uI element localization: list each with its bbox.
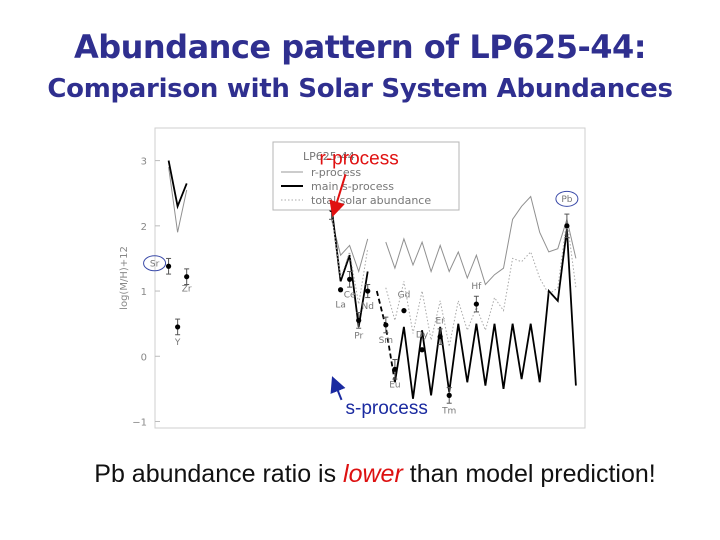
- series-line-main-s-process: [394, 228, 577, 399]
- element-label-sr: Sr: [150, 259, 160, 269]
- data-point-er: [437, 334, 443, 340]
- data-point-pr: [356, 317, 362, 323]
- series-line-total-solar-abundance: [385, 219, 577, 347]
- series-line-main-s-process: [167, 160, 188, 210]
- data-point-nd: [365, 288, 371, 294]
- element-label-la: La: [335, 301, 346, 311]
- caption-text-start: Pb abundance ratio is: [94, 460, 344, 488]
- data-point-gd: [401, 308, 407, 314]
- circled-label-outline: [555, 190, 579, 207]
- legend-entry-r-process: r-process: [311, 166, 361, 179]
- element-label-pb: Pb: [561, 195, 572, 205]
- element-label-zr: Zr: [182, 285, 192, 295]
- data-point-sr: [165, 263, 172, 269]
- series-line-total-solar-abundance: [331, 212, 369, 305]
- legend-title: LP625-44: [303, 150, 355, 163]
- data-point-dy: [419, 347, 425, 353]
- slide-caption: Pb abundance ratio is lower than model p…: [0, 460, 720, 489]
- element-label-er: Er: [435, 317, 445, 327]
- caption-text-end: than model prediction!: [402, 460, 656, 488]
- y-axis-label: log(M/H)+12: [119, 246, 130, 310]
- slide-title: Abundance pattern of LP625-44:: [73, 28, 647, 66]
- series-line-r-process: [385, 195, 577, 286]
- y-tick-label: 3: [141, 157, 147, 168]
- chart-legend: LP625-44 r-process main s-process total …: [272, 141, 460, 211]
- data-point-sm: [383, 322, 389, 328]
- slide-subtitle: Comparison with Solar System Abundances: [47, 74, 673, 104]
- element-label-pr: Pr: [354, 331, 363, 341]
- data-point-y: [175, 324, 181, 330]
- series-line-r-process: [168, 167, 188, 233]
- legend-entry-main-s-process: main s-process: [311, 180, 394, 193]
- series-line-r-process: [331, 219, 369, 274]
- circled-label-outline: [143, 255, 167, 272]
- annotation-arrow: [329, 174, 347, 218]
- data-point-zr: [184, 274, 190, 280]
- annotation-r-process: r-process: [320, 148, 399, 169]
- element-label-eu: Eu: [389, 380, 400, 390]
- legend-box: [272, 141, 460, 211]
- data-point-pb: [564, 223, 570, 229]
- element-label-nd: Nd: [362, 302, 374, 312]
- element-label-ce: Ce: [344, 290, 356, 300]
- annotation-arrow: [330, 376, 346, 401]
- y-tick-label: 0: [141, 352, 147, 363]
- series-line-main-s-process: [330, 206, 369, 328]
- data-point-hf: [473, 301, 479, 307]
- element-label-hf: Hf: [471, 282, 482, 292]
- legend-entry-total-solar: total solar abundance: [311, 194, 431, 207]
- element-label-sm: Sm: [379, 336, 393, 346]
- element-label-dy: Dy: [416, 331, 429, 341]
- annotation-s-process: s-process: [346, 398, 428, 419]
- element-label-tm: Tm: [441, 406, 456, 416]
- element-label-gd: Gd: [398, 291, 411, 301]
- y-tick-label: 1: [141, 287, 147, 298]
- data-point-la: [337, 287, 344, 293]
- caption-emphasis: lower: [343, 460, 403, 488]
- data-point-eu: [392, 366, 398, 372]
- element-label-y: Y: [174, 338, 181, 348]
- y-tick-label: 2: [141, 222, 147, 233]
- data-point-ce: [347, 276, 353, 282]
- series-line-main-s-process: [375, 290, 396, 383]
- plot-frame: [154, 127, 586, 429]
- data-point-tm: [446, 392, 452, 398]
- y-tick-label: −1: [132, 417, 147, 428]
